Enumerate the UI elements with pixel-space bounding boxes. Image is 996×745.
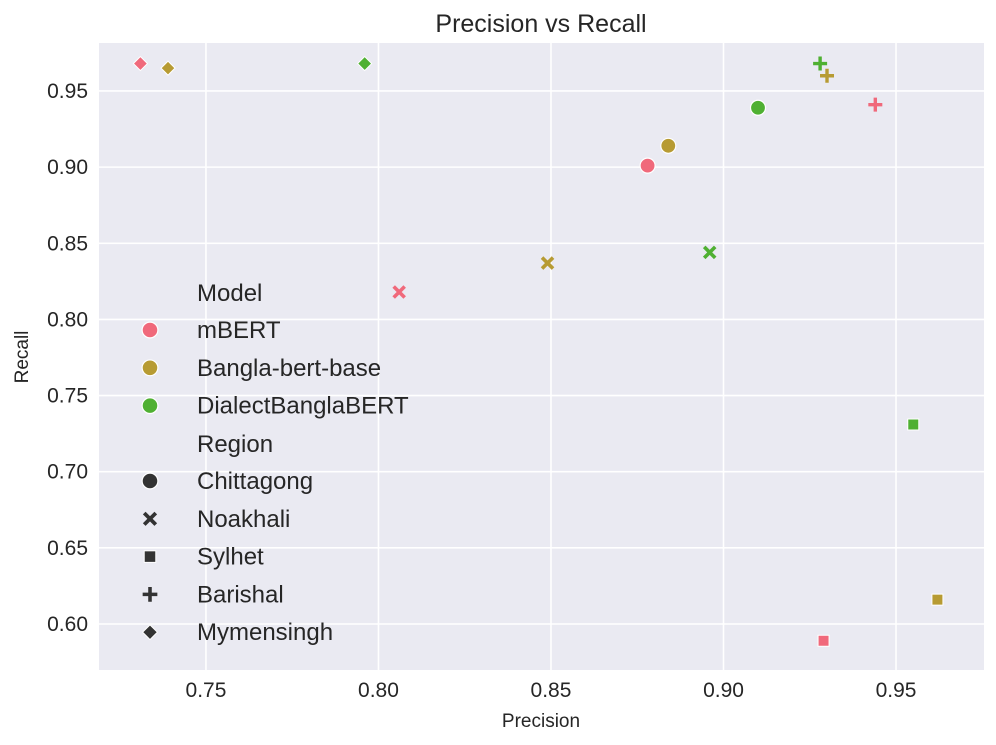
point-bangla-bert-base-noakhali (540, 256, 555, 270)
x-tick-label: 0.95 (876, 679, 917, 702)
legend-region-marker (142, 587, 158, 602)
y-tick-label: 0.85 (47, 232, 88, 255)
chart-title: Precision vs Recall (435, 10, 646, 38)
plot-background (99, 43, 984, 670)
y-tick-label: 0.70 (47, 461, 88, 484)
point-mbert-barishal (868, 97, 883, 112)
legend-region-marker (142, 511, 158, 526)
legend-region-marker (141, 472, 159, 490)
y-tick-label: 0.95 (47, 80, 88, 103)
point-dialectbanglabert-mymensingh (356, 55, 373, 72)
point-mbert-mymensingh (132, 55, 149, 72)
point-mbert-sylhet (817, 634, 830, 647)
legend-region-label: Noakhali (197, 506, 290, 533)
point-dialectbanglabert-chittagong (749, 99, 767, 116)
x-tick-label: 0.85 (531, 679, 572, 702)
legend-model-title: Model (197, 280, 262, 307)
x-tick-label: 0.90 (703, 679, 744, 702)
point-bangla-bert-base-chittagong (660, 137, 677, 154)
point-dialectbanglabert-barishal (813, 56, 828, 71)
y-tick-label: 0.80 (47, 308, 88, 331)
point-dialectbanglabert-sylhet (907, 418, 920, 431)
y-axis-ticks: 0.60 0.65 0.70 0.75 0.80 0.85 0.90 0.95 (47, 80, 88, 636)
legend-region-marker (141, 624, 159, 641)
legend-model-marker (141, 321, 159, 339)
y-tick-label: 0.60 (47, 613, 88, 636)
point-bangla-bert-base-mymensingh (160, 60, 176, 76)
legend: Model Region mBERT Bangla-bert-base Dialec… (141, 280, 409, 646)
legend-region-label: Sylhet (197, 544, 264, 571)
legend-region-label: Mymensingh (197, 619, 333, 646)
legend-region-label: Barishal (197, 581, 284, 608)
legend-model-label: DialectBanglaBERT (197, 393, 409, 420)
point-mbert-noakhali (392, 285, 406, 299)
x-axis-label: Precision (502, 711, 580, 732)
gridlines (99, 43, 984, 670)
legend-model-marker (141, 359, 159, 377)
legend-model-label: mBERT (197, 317, 281, 344)
legend-region-label: Chittagong (197, 468, 313, 495)
y-tick-label: 0.90 (47, 156, 88, 179)
y-tick-label: 0.75 (47, 385, 88, 408)
x-tick-label: 0.80 (358, 679, 399, 702)
point-bangla-bert-base-sylhet (931, 593, 944, 606)
point-mbert-chittagong (639, 157, 656, 174)
legend-model-marker (141, 397, 159, 415)
legend-model-label: Bangla-bert-base (197, 355, 381, 382)
y-axis-label: Recall (12, 331, 33, 384)
legend-region-title: Region (197, 431, 273, 458)
data-points (132, 55, 944, 647)
y-tick-label: 0.65 (47, 537, 88, 560)
x-axis-ticks: 0.75 0.80 0.85 0.90 0.95 (186, 679, 917, 702)
point-bangla-bert-base-barishal (820, 68, 835, 83)
point-dialectbanglabert-noakhali (702, 245, 717, 260)
legend-region-marker (143, 550, 157, 563)
x-tick-label: 0.75 (186, 679, 227, 702)
